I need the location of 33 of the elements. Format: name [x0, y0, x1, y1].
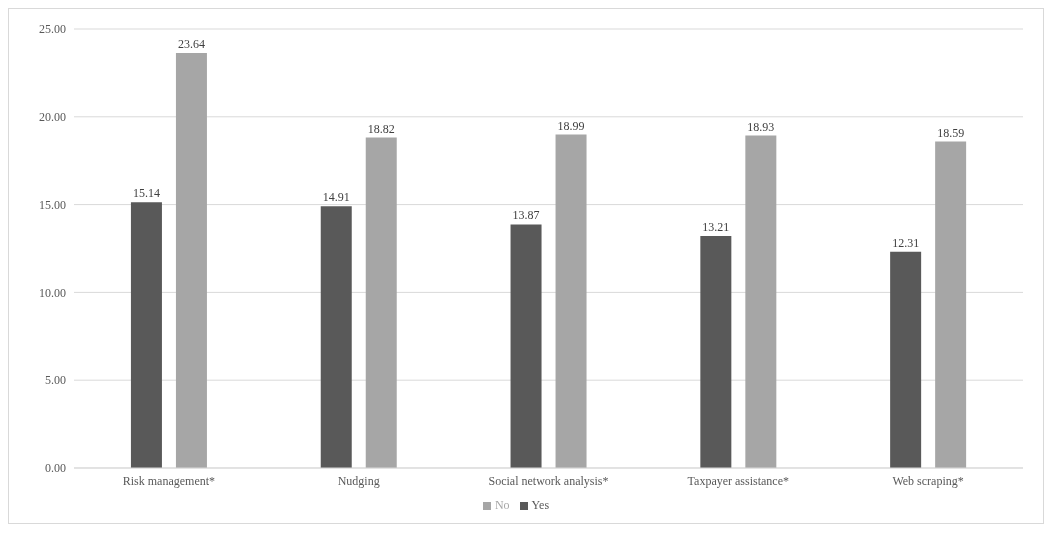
bar: [890, 251, 922, 468]
bar: [365, 137, 397, 468]
bar: [745, 135, 777, 468]
data-label: 18.59: [937, 125, 965, 140]
data-label: 23.64: [177, 36, 205, 51]
bar: [320, 206, 352, 468]
x-tick-label: Social network analysis*: [488, 473, 609, 488]
data-label: 15.14: [132, 186, 160, 201]
y-tick-label: 0.00: [45, 461, 66, 476]
bar: [510, 224, 542, 468]
data-label: 18.93: [747, 119, 775, 134]
y-tick-label: 20.00: [39, 110, 66, 125]
bar: [130, 202, 162, 468]
bar: [555, 134, 587, 468]
bar: [935, 141, 967, 468]
x-tick-label: Risk management*: [122, 473, 216, 488]
legend-label: No: [494, 498, 510, 512]
data-label: 18.99: [557, 118, 585, 133]
y-tick-label: 5.00: [45, 373, 66, 388]
x-tick-label: Taxpayer assistance*: [687, 473, 790, 488]
data-label: 13.21: [702, 220, 730, 235]
bar: [700, 236, 732, 468]
legend-label: Yes: [531, 498, 550, 512]
x-tick-label: Nudging: [337, 473, 380, 488]
bar: [175, 52, 207, 468]
data-label: 12.31: [892, 235, 920, 250]
data-label: 13.87: [512, 208, 540, 223]
y-tick-label: 10.00: [39, 285, 66, 300]
data-label: 18.82: [367, 121, 395, 136]
y-tick-label: 15.00: [39, 197, 66, 212]
x-tick-label: Web scraping*: [892, 473, 964, 488]
y-tick-label: 25.00: [39, 22, 66, 37]
data-label: 14.91: [322, 190, 350, 205]
